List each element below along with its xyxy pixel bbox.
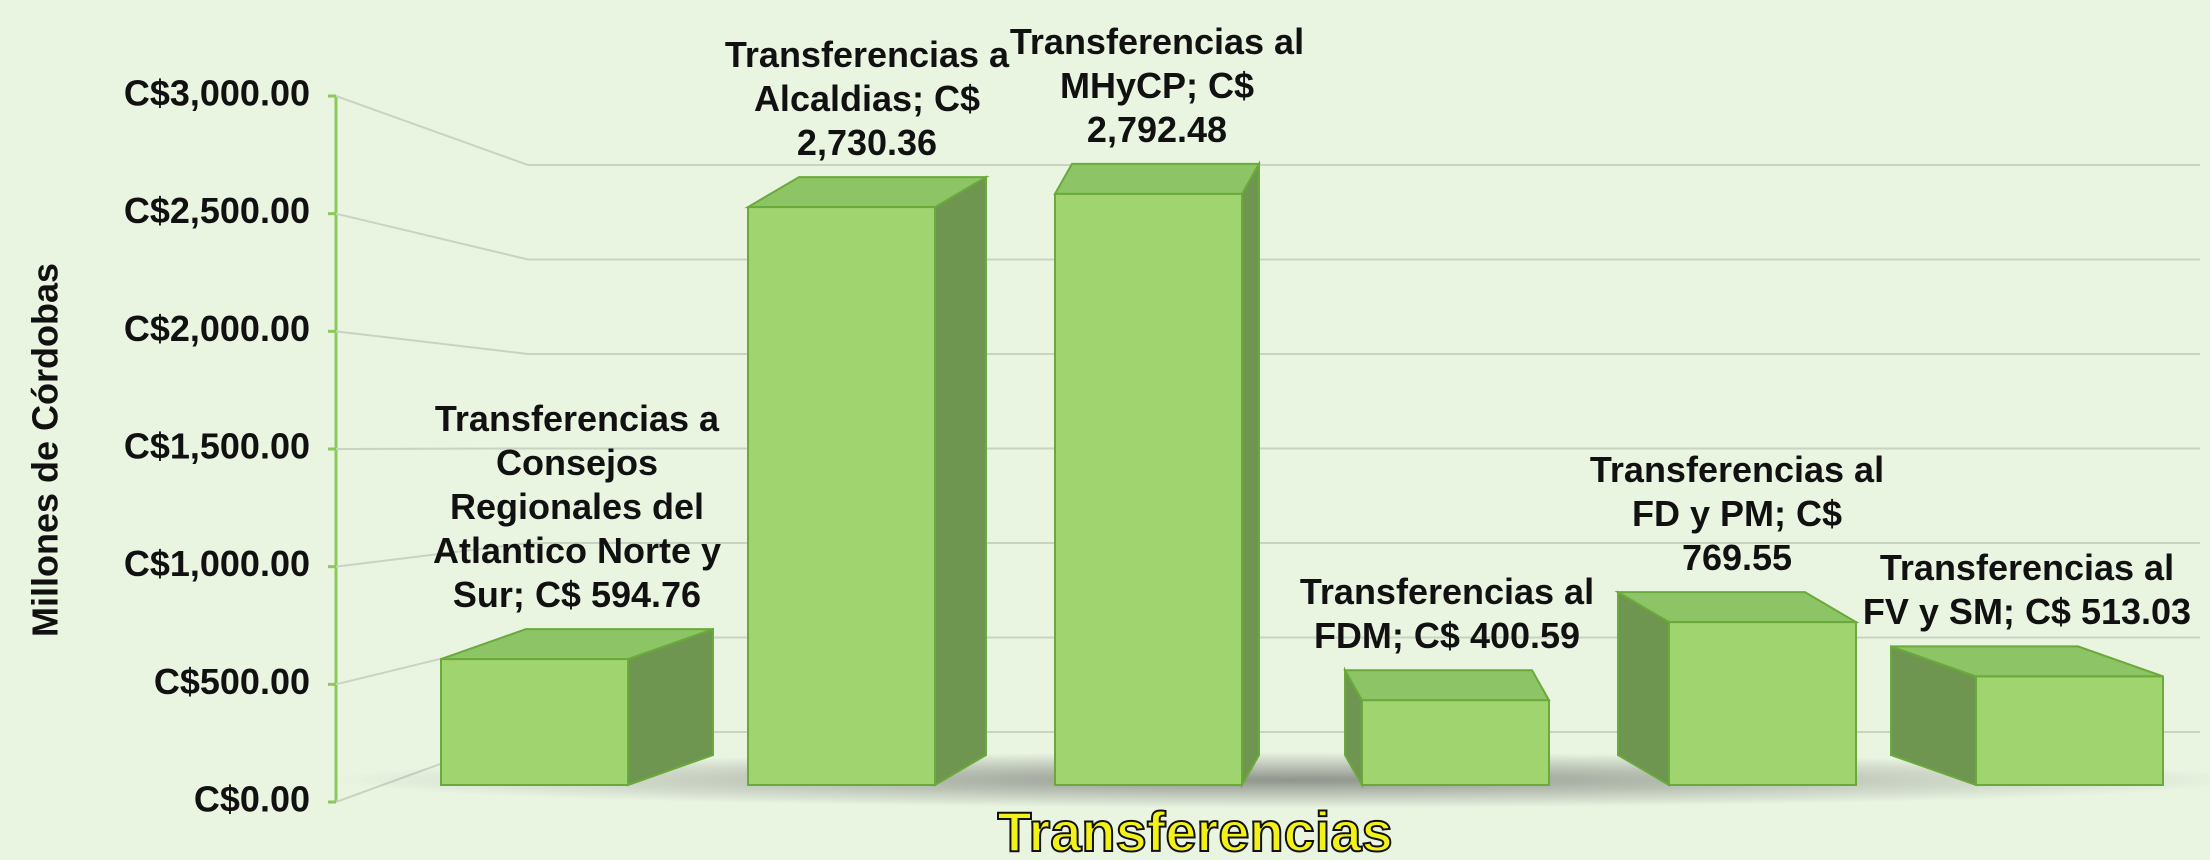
bar-top — [1053, 162, 1261, 195]
bar-top — [1343, 669, 1551, 702]
bar — [440, 627, 714, 787]
y-tick-label: C$2,500.00 — [124, 190, 310, 231]
data-label: Transferencias al MHyCP; C$ 2,792.48 — [992, 20, 1322, 152]
value-label: C$ 513.03 — [2024, 591, 2192, 633]
data-label: Transferencias a Consejos Regionales del… — [412, 397, 742, 617]
data-label: Transferencias al FD y PM; C$ 769.55 — [1572, 448, 1902, 580]
category-label: Transferencias al MHyCP; — [1009, 20, 1305, 106]
bar-front — [1054, 192, 1243, 787]
category-label: Transferencias al FV y SM; — [1862, 547, 2175, 633]
bar-side — [1241, 160, 1260, 789]
bar-front — [440, 658, 629, 786]
bar-front — [1668, 621, 1857, 787]
data-label: Transferencias al FV y SM; C$ 513.03 — [1862, 546, 2192, 634]
grid-line — [335, 330, 2200, 355]
category-label: Transferencias al FDM; — [1299, 571, 1595, 657]
y-tick-label: C$2,000.00 — [124, 308, 310, 349]
bar-front — [747, 206, 936, 787]
data-label: Transferencias a Alcaldias; C$ 2,730.36 — [702, 33, 1032, 165]
category-label: Transferencias a Consejos Regionales del… — [432, 398, 722, 616]
grid-line — [335, 542, 2200, 568]
value-label: C$ 2,730.36 — [796, 78, 981, 164]
bar-front — [1975, 675, 2164, 786]
value-label: C$ 769.55 — [1681, 493, 1843, 579]
x-axis-title: Transferencias — [997, 800, 1392, 860]
y-tick-label: C$1,500.00 — [124, 426, 310, 467]
data-label: Transferencias al FDM; C$ 400.59 — [1282, 570, 1612, 658]
bar-side — [1617, 590, 1670, 787]
grid-line — [335, 95, 2200, 166]
bar — [1343, 666, 1551, 789]
category-label: Transferencias a Alcaldias; — [724, 34, 1010, 120]
value-label: C$ 2,792.48 — [1086, 64, 1255, 150]
value-label: C$ 400.59 — [1413, 615, 1581, 657]
grid-line — [335, 212, 2200, 261]
bar-side — [934, 175, 987, 787]
bar — [1614, 590, 1860, 787]
y-axis-title: Millones de Córdobas — [25, 263, 66, 637]
grid-line — [335, 447, 2200, 450]
bar — [1890, 644, 2164, 787]
category-label: Transferencias al FD y PM; — [1589, 449, 1885, 535]
bar — [744, 175, 990, 787]
bar-front — [1361, 699, 1550, 786]
value-label: C$ 594.76 — [534, 574, 702, 616]
y-tick-label: C$500.00 — [154, 661, 310, 702]
y-tick-label: C$3,000.00 — [124, 73, 310, 114]
y-tick-label: C$1,000.00 — [124, 543, 310, 584]
y-tick-label: C$0.00 — [194, 779, 310, 820]
bar — [1053, 160, 1261, 789]
